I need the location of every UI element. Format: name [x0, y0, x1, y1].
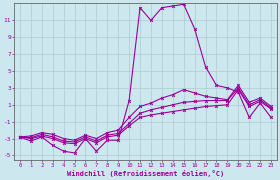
- X-axis label: Windchill (Refroidissement éolien,°C): Windchill (Refroidissement éolien,°C): [67, 170, 224, 177]
